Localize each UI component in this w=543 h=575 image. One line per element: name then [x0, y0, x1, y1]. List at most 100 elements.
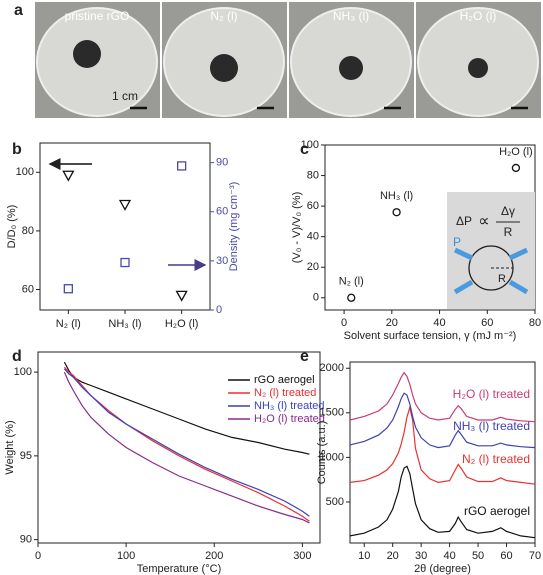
- y-axis-label: Counts (a.u.): [316, 421, 328, 485]
- panel-label: c: [300, 141, 309, 158]
- y-tick-label: 100: [14, 366, 32, 378]
- panel-label: a: [14, 2, 23, 19]
- x-axis-label: 2θ (degree): [414, 563, 471, 575]
- point-label: NH₃ (l): [380, 190, 413, 202]
- legend-label: rGO aerogel: [464, 504, 530, 518]
- pressure-arrow: [453, 247, 474, 261]
- inset-text: ∝: [478, 213, 489, 230]
- x-tick-label: 100: [117, 550, 135, 562]
- scale-label: 1 cm: [112, 89, 138, 103]
- x-tick-label: 10: [358, 550, 370, 562]
- y2-tick-label: 0: [216, 304, 222, 316]
- point-label: H₂O (l): [499, 146, 533, 158]
- photo-caption: N₂ (l): [210, 9, 237, 23]
- plot-frame: [349, 361, 536, 544]
- series-line: [349, 465, 536, 539]
- pressure-arrow: [453, 279, 474, 295]
- x-tick-label: 70: [529, 550, 541, 562]
- y-tick-label: 40: [307, 231, 319, 243]
- inset-text: ΔP: [456, 214, 472, 228]
- y-tick-label: 60: [307, 200, 319, 212]
- legend-label: H₂O (l) treated: [453, 387, 530, 401]
- x-tick-label: NH₃ (l): [108, 318, 141, 330]
- x-axis-label: Temperature (°C): [137, 563, 221, 575]
- x-tick-label: 50: [472, 550, 484, 562]
- series-line: [349, 405, 536, 485]
- plot-frame: [37, 351, 321, 544]
- panel-label: b: [12, 141, 22, 158]
- marker: [120, 257, 130, 268]
- y-tick-label: 90: [20, 534, 32, 546]
- legend-label: N₂ (l) treated: [254, 387, 316, 399]
- x-tick-label: 30: [415, 550, 427, 562]
- x-tick-label: 80: [529, 317, 541, 329]
- marker: [177, 161, 187, 171]
- x-tick-label: 60: [500, 550, 512, 562]
- marker: [175, 290, 188, 302]
- marker: [62, 170, 75, 182]
- x-axis-label: Solvent surface tension, γ (mJ m⁻²): [344, 330, 517, 342]
- x-tick-label: 300: [293, 550, 311, 562]
- x-tick-label: 40: [433, 317, 445, 329]
- marker: [511, 163, 521, 173]
- y-axis-label: Weight (%): [4, 420, 16, 474]
- series-line: [63, 368, 310, 517]
- y-tick-label: 80: [22, 225, 34, 237]
- y-tick-label: 95: [20, 450, 32, 462]
- marker: [392, 208, 401, 217]
- legend-label: N₂ (l) treated: [462, 452, 530, 466]
- y-tick-label: 80: [307, 169, 319, 181]
- y2-axis-label: Density (mg cm⁻³): [228, 182, 240, 272]
- point-label: N₂ (l): [339, 276, 364, 288]
- y-tick-label: 2000: [320, 362, 344, 374]
- y2-tick-label: 30: [216, 255, 228, 267]
- inset-text: Δγ: [501, 204, 515, 218]
- series-line: [63, 371, 310, 524]
- legend-label: NH₃ (l) treated: [453, 419, 530, 433]
- y-tick-label: 1000: [320, 451, 344, 463]
- inset-text: R: [504, 225, 513, 239]
- legend-label: rGO aerogel: [254, 374, 315, 386]
- x-tick-label: 40: [443, 550, 455, 562]
- y2-tick-label: 60: [216, 206, 228, 218]
- y-tick-label: 20: [307, 261, 319, 273]
- legend-label: NH₃ (l) treated: [254, 400, 325, 412]
- inset-text: R: [498, 273, 506, 285]
- legend-label: H₂O (l) treated: [254, 413, 325, 425]
- marker: [63, 284, 73, 294]
- x-tick-label: 60: [481, 317, 493, 329]
- y-tick-label: 1500: [320, 407, 344, 419]
- x-tick-label: 20: [386, 317, 398, 329]
- panel-label: d: [12, 348, 22, 365]
- pressure-arrow: [508, 279, 529, 295]
- sample: [73, 40, 101, 68]
- photo-caption: H₂O (l): [460, 9, 497, 23]
- y-tick-label: 500: [326, 496, 344, 508]
- y-tick-label: 0: [313, 292, 319, 304]
- pressure-arrow: [508, 247, 529, 261]
- photo-caption: NH₃ (l): [333, 9, 369, 23]
- series-line: [349, 371, 536, 423]
- y-tick-label: 100: [16, 166, 34, 178]
- sample: [210, 54, 238, 82]
- panel-label: e: [300, 348, 309, 365]
- y-tick-label: 60: [22, 283, 34, 295]
- x-tick-label: 200: [205, 550, 223, 562]
- sample: [339, 56, 363, 80]
- y-axis-label: (V₀ - V)/V₀ (%): [291, 192, 303, 263]
- photo-caption: pristine rGO: [65, 9, 130, 23]
- marker: [118, 199, 132, 211]
- inset-text: P: [453, 235, 461, 249]
- sample: [468, 58, 488, 78]
- marker: [347, 293, 356, 302]
- y2-tick-label: 90: [216, 157, 228, 169]
- series-line: [349, 392, 536, 449]
- y-tick-label: 100: [301, 139, 319, 151]
- y-axis-label: D/D₀ (%): [6, 205, 18, 249]
- x-tick-label: 0: [35, 550, 41, 562]
- x-tick-label: N₂ (l): [56, 318, 81, 330]
- x-tick-label: H₂O (l): [165, 318, 199, 330]
- x-tick-label: 20: [387, 550, 399, 562]
- x-tick-label: 0: [341, 317, 347, 329]
